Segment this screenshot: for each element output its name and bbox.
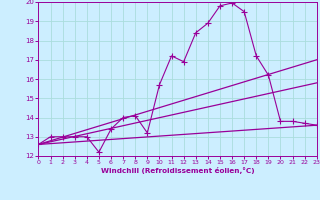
X-axis label: Windchill (Refroidissement éolien,°C): Windchill (Refroidissement éolien,°C): [101, 167, 254, 174]
